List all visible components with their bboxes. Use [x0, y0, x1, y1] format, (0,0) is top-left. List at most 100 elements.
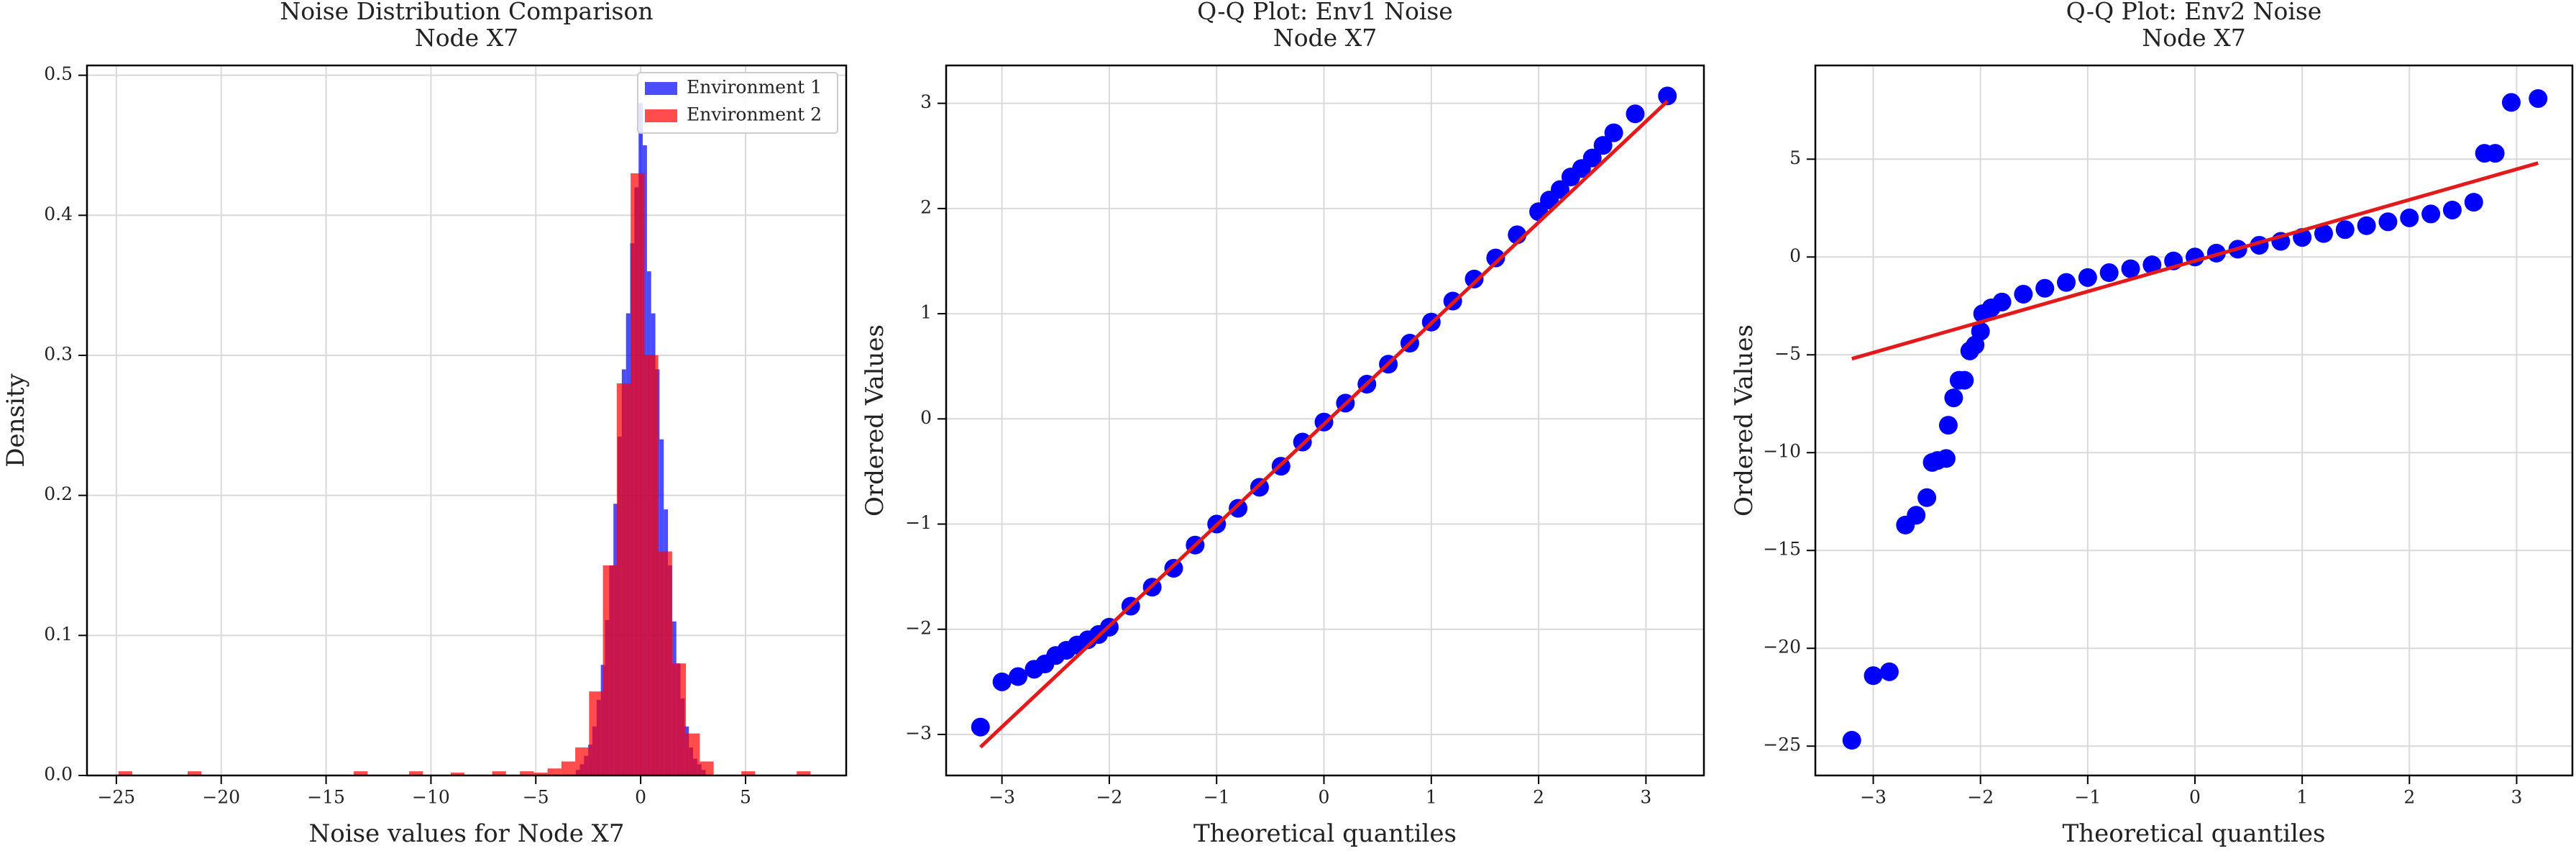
x-tick-label: 1: [2296, 787, 2308, 808]
y-tick-label: −20: [1763, 637, 1801, 657]
y-tick-label: 2: [920, 196, 932, 217]
histogram-bar: [547, 768, 562, 775]
chart-subtitle: Node X7: [1273, 24, 1377, 52]
x-tick-label: 0: [2189, 787, 2201, 808]
legend-swatch: [645, 82, 677, 95]
fit-line: [979, 99, 1669, 749]
x-tick-label: −3: [989, 787, 1015, 808]
legend-swatch: [645, 109, 677, 122]
y-tick-label: 3: [920, 91, 932, 112]
qq-point: [992, 672, 1012, 691]
chart-title: Q-Q Plot: Env2 Noise: [2066, 0, 2322, 25]
y-tick-label: 5: [1789, 147, 1801, 168]
y-axis-label: Density: [1, 373, 30, 467]
qq-point: [2335, 220, 2355, 240]
histogram-bar: [533, 773, 548, 775]
qq-point: [1936, 449, 1956, 468]
y-tick-label: 1: [920, 302, 932, 323]
x-tick-label: 3: [1640, 787, 1651, 808]
y-tick-label: 0.5: [44, 63, 73, 84]
histogram-bar: [561, 761, 576, 775]
y-axis-label: Ordered Values: [1730, 324, 1759, 516]
x-axis-label: Theoretical quantiles: [1193, 819, 1457, 848]
x-tick-label: −1: [1204, 787, 1230, 808]
qq-point: [1907, 506, 1926, 525]
qq-point: [2529, 88, 2548, 108]
qq-point: [2485, 144, 2505, 163]
qq-point: [1992, 292, 2012, 311]
x-tick-label: −15: [307, 787, 345, 808]
qq-point: [1864, 666, 1883, 686]
x-tick-label: 2: [1533, 787, 1544, 808]
histogram-bar: [658, 551, 672, 775]
x-tick-label: 0: [1319, 787, 1330, 808]
fit-line: [1851, 161, 2539, 361]
qq-point: [2464, 193, 2483, 212]
x-tick-label: 1: [1426, 787, 1437, 808]
chart-title: Noise Distribution Comparison: [280, 0, 653, 25]
x-tick-label: −10: [412, 787, 450, 808]
qq-point: [1593, 136, 1613, 155]
qq-point: [1009, 667, 1028, 686]
legend-label: Environment 2: [687, 104, 822, 125]
qq-point: [2121, 259, 2140, 278]
x-tick-label: −1: [2074, 787, 2101, 808]
qq-point: [1604, 123, 1623, 142]
x-tick-label: −2: [1967, 787, 1994, 808]
histogram-bar: [602, 565, 617, 775]
qq-point: [1879, 662, 1899, 681]
qq-point: [2314, 224, 2333, 243]
histogram-bar: [686, 733, 700, 775]
y-tick-label: −3: [905, 722, 932, 743]
qq-point: [1842, 731, 1861, 750]
y-tick-label: 0.2: [44, 483, 73, 504]
y-tick-label: −10: [1763, 441, 1801, 462]
x-tick-label: −25: [97, 787, 135, 808]
qq-point: [2357, 216, 2376, 235]
y-tick-label: −5: [1774, 343, 1801, 364]
histogram-bar: [520, 771, 534, 775]
qq-point: [1658, 86, 1677, 106]
plot-frame: [1814, 64, 2574, 777]
x-tick-label: −2: [1096, 787, 1122, 808]
y-tick-label: 0: [1789, 245, 1801, 266]
qq-point: [2057, 273, 2076, 292]
qq-point: [971, 717, 990, 737]
y-tick-label: −1: [905, 512, 932, 533]
x-tick-label: −3: [1860, 787, 1887, 808]
qq-point: [1626, 104, 1645, 124]
histogram-bar: [741, 771, 756, 775]
legend-box: [637, 72, 838, 134]
histogram-bar: [797, 771, 811, 775]
histogram-bar: [188, 771, 202, 775]
histogram-bar: [409, 771, 423, 775]
plot-frame: [945, 64, 1705, 777]
x-tick-label: 3: [2511, 787, 2522, 808]
y-tick-label: 0.4: [44, 204, 73, 224]
qq-point: [2400, 208, 2419, 227]
qq-point: [1938, 416, 1958, 435]
chart-subtitle: Node X7: [2142, 24, 2245, 52]
chart-title: Q-Q Plot: Env1 Noise: [1197, 0, 1453, 25]
qq-point: [1917, 488, 1937, 507]
histogram-bar: [616, 383, 631, 775]
qq-point: [1465, 269, 1484, 288]
x-tick-label: 0: [635, 787, 646, 808]
qq-point: [2014, 284, 2033, 304]
qq-point: [1944, 388, 1963, 408]
histogram-bar: [450, 773, 465, 775]
plot-frame: [86, 64, 848, 777]
qq-point: [1550, 180, 1569, 199]
y-tick-label: 0: [920, 407, 932, 428]
qq-point: [2035, 278, 2055, 298]
qq-point: [2078, 268, 2097, 287]
chart-subtitle: Node X7: [415, 24, 518, 52]
x-tick-label: −5: [523, 787, 549, 808]
y-tick-label: −2: [905, 617, 932, 638]
y-axis-label: Ordered Values: [861, 324, 889, 516]
